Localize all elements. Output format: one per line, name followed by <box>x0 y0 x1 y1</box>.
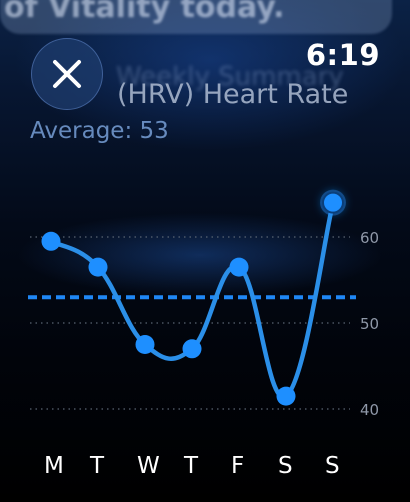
data-point-5[interactable] <box>276 386 296 406</box>
blurred-summary-heading: Weekly Summary <box>116 62 344 92</box>
x-tick-label-6: S <box>325 453 340 479</box>
x-tick-label-5: S <box>278 453 293 479</box>
data-point-1[interactable] <box>88 257 108 277</box>
status-clock: 6:19 <box>305 38 380 72</box>
y-tick-label-60: 60 <box>360 229 379 247</box>
data-point-0[interactable] <box>41 231 61 251</box>
x-tick-label-3: T <box>183 453 199 479</box>
y-tick-label-40: 40 <box>360 401 379 419</box>
average-readout: Average: 53 <box>30 118 169 144</box>
blurred-notification-banner: of Vitality today. <box>0 0 392 34</box>
x-tick-label-1: T <box>89 453 105 479</box>
y-tick-label-50: 50 <box>360 315 379 333</box>
data-point-6[interactable] <box>322 191 344 214</box>
x-tick-label-4: F <box>231 453 244 479</box>
hrv-series-line <box>48 200 336 399</box>
x-tick-label-0: M <box>44 453 64 479</box>
close-x-icon <box>53 60 81 88</box>
close-button[interactable] <box>31 38 103 110</box>
data-point-2[interactable] <box>135 335 155 354</box>
page-title: (HRV) Heart Rate <box>117 79 349 110</box>
x-tick-label-2: W <box>137 453 160 479</box>
data-point-3[interactable] <box>182 339 202 359</box>
data-point-4[interactable] <box>229 257 249 277</box>
